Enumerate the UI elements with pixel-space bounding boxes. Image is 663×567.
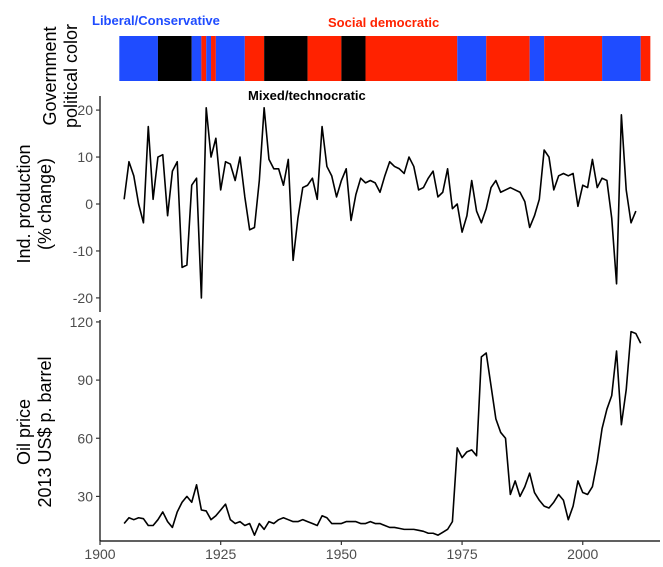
government-segment: [211, 36, 216, 81]
oil-ylabel-line1: Oil price: [14, 399, 34, 465]
government-segment: [341, 36, 366, 81]
government-segment: [191, 36, 202, 81]
government-segment: [544, 36, 603, 81]
government-segment: [119, 36, 158, 81]
y-tick-label: -10: [73, 243, 93, 259]
y-tick-label: -20: [73, 290, 93, 306]
government-segment: [264, 36, 308, 81]
legend-mixed-technocratic: Mixed/technocratic: [248, 88, 366, 103]
y-tick-label: 0: [85, 196, 93, 212]
government-segment: [206, 36, 212, 81]
oil-price-line: [123, 330, 642, 536]
political-color-ylabel-line1: Government: [40, 26, 60, 125]
y-tick-label: 30: [77, 488, 93, 504]
x-tick-label: 1950: [326, 546, 357, 562]
x-tick-label: 1900: [84, 546, 115, 562]
y-tick-label: 10: [77, 149, 93, 165]
ip-ylabel-line1: Ind. production: [14, 144, 34, 263]
government-segment: [201, 36, 207, 81]
government-segment: [457, 36, 487, 81]
government-segment: [486, 36, 530, 81]
government-segment: [244, 36, 265, 81]
oil-ylabel-line2: 2013 US$ p. barrel: [35, 356, 55, 507]
ip-y-ticks: 20 10 0 -10 -20: [73, 102, 100, 306]
legend-social-democratic: Social democratic: [328, 15, 439, 30]
industrial-production-line: [123, 106, 637, 299]
oil-price-panel: 120 90 60 30 1900 1925 1950 1975 2000 Oil price…: [14, 314, 660, 562]
industrial-production-panel: 20 10 0 -10 -20 Ind. production (% change): [14, 96, 637, 312]
y-tick-label: 90: [77, 372, 93, 388]
x-ticks: 1900 1925 1950 1975 2000: [84, 541, 599, 562]
x-tick-label: 2000: [567, 546, 598, 562]
government-segment: [215, 36, 245, 81]
government-segment: [529, 36, 545, 81]
y-tick-label: 120: [70, 314, 94, 330]
political-color-bars: [119, 36, 651, 81]
political-color-ylabel-line2: political color: [61, 24, 81, 128]
government-segment: [157, 36, 192, 81]
government-segment: [365, 36, 458, 81]
legend-liberal-conservative: Liberal/Conservative: [92, 13, 220, 28]
y-tick-label: 60: [77, 430, 93, 446]
x-tick-label: 1925: [205, 546, 236, 562]
x-tick-label: 1975: [446, 546, 477, 562]
government-segment: [602, 36, 641, 81]
oil-y-ticks: 120 90 60 30: [70, 314, 100, 504]
political-color-panel: Liberal/Conservative Social democratic M…: [40, 13, 651, 128]
ip-ylabel-line2: (% change): [35, 158, 55, 250]
government-segment: [640, 36, 651, 81]
y-tick-label: 20: [77, 102, 93, 118]
government-segment: [307, 36, 342, 81]
